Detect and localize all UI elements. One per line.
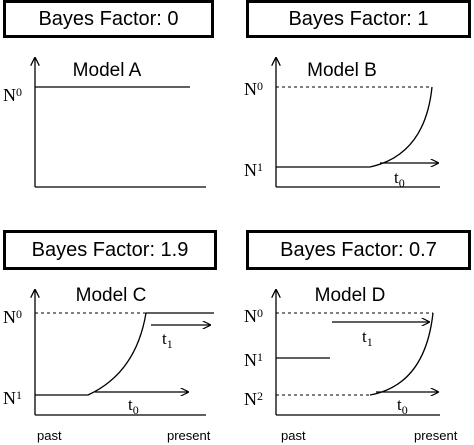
y-label-n0: N0	[244, 79, 263, 99]
y-label-n1: N1	[244, 350, 263, 370]
y-label-n0: N0	[3, 85, 22, 105]
model-title: Model D	[315, 285, 386, 306]
bayes-factor-box-c: Bayes Factor: 1.9	[3, 230, 217, 270]
bayes-factor-box-d: Bayes Factor: 0.7	[246, 230, 471, 270]
bayes-factor-label: Bayes Factor: 1.9	[31, 238, 189, 261]
x-label-past: past	[37, 428, 62, 443]
bayes-factor-box-a: Bayes Factor: 0	[3, 0, 214, 38]
time-label-t0: t0	[397, 395, 408, 417]
model-title: Model A	[73, 60, 142, 81]
y-label-n0: N0	[244, 306, 263, 326]
population-curve	[35, 312, 147, 396]
bayes-factor-label: Bayes Factor: 1	[288, 7, 429, 30]
panel-model-d: Model D t1 t0 N0 N1 N2 past present	[244, 285, 458, 443]
population-curve	[276, 86, 433, 168]
time-label-t1: t1	[162, 329, 173, 351]
y-label-n0: N0	[3, 307, 22, 327]
x-label-past: past	[281, 428, 306, 443]
panel-model-c: Model C t1 t0 N0 N1 past present	[3, 285, 214, 443]
x-label-present: present	[167, 428, 211, 443]
time-label-t0: t0	[128, 395, 139, 417]
population-curve	[369, 312, 434, 396]
panel-model-b: Model B t0 N0 N1	[244, 58, 440, 190]
bayes-factor-box-b: Bayes Factor: 1	[246, 0, 471, 38]
bayes-factor-label: Bayes Factor: 0.7	[280, 238, 437, 261]
time-label-t0: t0	[394, 168, 405, 190]
x-label-present: present	[414, 428, 458, 443]
time-label-t1: t1	[362, 327, 373, 349]
bayes-factor-label: Bayes Factor: 0	[38, 7, 179, 30]
y-label-n1: N1	[3, 388, 22, 408]
y-label-n1: N1	[244, 160, 263, 180]
model-title: Model C	[76, 285, 147, 306]
panel-model-a: Model A N0	[3, 58, 206, 188]
model-title: Model B	[307, 60, 377, 81]
y-label-n2: N2	[244, 389, 263, 409]
